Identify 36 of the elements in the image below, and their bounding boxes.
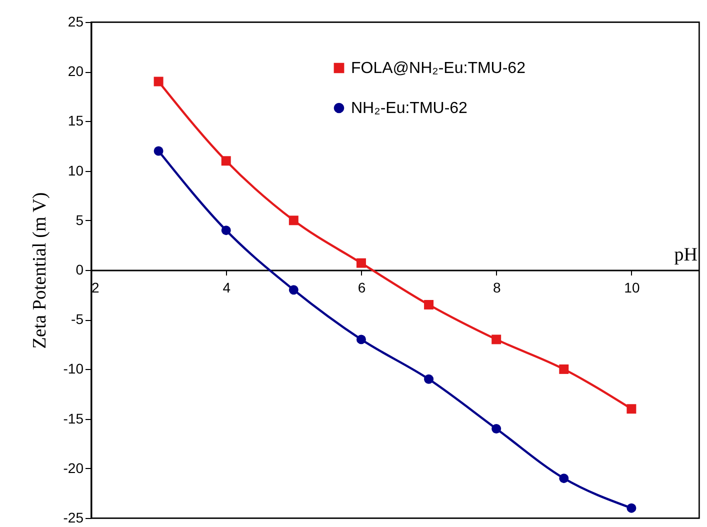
x-tick-label: 6 <box>358 280 366 296</box>
legend-label: FOLA@NH₂-Eu:TMU-62 <box>351 60 526 77</box>
x-axis-title: pH <box>674 244 698 266</box>
point <box>492 424 502 434</box>
y-tick-label: 10 <box>68 162 84 178</box>
point <box>288 285 298 295</box>
point <box>424 374 434 384</box>
point <box>492 334 502 344</box>
point <box>559 364 569 374</box>
y-tick-label: 20 <box>68 63 84 80</box>
x-tick-label: 10 <box>624 280 640 296</box>
x-tick-label: 4 <box>222 280 231 296</box>
y-tick-label: -15 <box>63 410 84 426</box>
y-tick-label: -5 <box>71 311 84 328</box>
legend-label: NH₂-Eu:TMU-62 <box>351 100 468 117</box>
y-tick-label: -20 <box>63 460 84 476</box>
y-tick-label: 25 <box>68 14 84 30</box>
y-axis-title: Zeta Potential (m V) <box>29 192 50 349</box>
x-tick-label: 2 <box>92 280 100 296</box>
point <box>626 404 636 414</box>
point <box>221 156 231 166</box>
point <box>424 300 434 310</box>
y-tick-label: 15 <box>68 112 84 129</box>
point <box>356 334 366 344</box>
x-tick-label: 8 <box>492 280 501 296</box>
point <box>154 76 164 86</box>
point <box>154 146 164 156</box>
point <box>626 503 636 513</box>
point <box>288 216 298 226</box>
point <box>356 258 366 268</box>
y-tick-label: -25 <box>63 510 84 526</box>
y-tick-label: -10 <box>63 360 84 377</box>
y-tick-label: 0 <box>76 262 84 278</box>
y-tick-label: 5 <box>76 212 84 228</box>
point <box>221 226 231 236</box>
point <box>559 474 569 484</box>
